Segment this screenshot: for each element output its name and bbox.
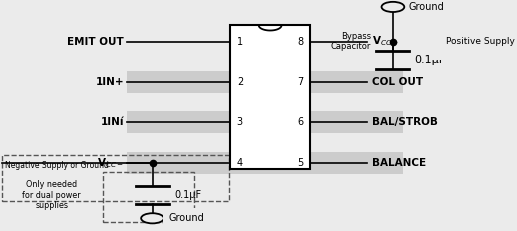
Text: COL OUT: COL OUT — [372, 77, 423, 87]
Text: 1IN+: 1IN+ — [96, 77, 124, 87]
Text: V$_{CC+}$: V$_{CC+}$ — [372, 35, 399, 49]
Circle shape — [382, 2, 404, 12]
Bar — [2, 155, 229, 201]
Text: Ground: Ground — [408, 2, 444, 12]
Text: 1INí: 1INí — [101, 117, 124, 128]
Text: Positive Supply: Positive Supply — [446, 37, 514, 46]
Bar — [230, 25, 310, 169]
Bar — [270, 112, 403, 134]
Text: 2: 2 — [237, 77, 243, 87]
Bar — [127, 112, 270, 134]
Bar — [270, 152, 403, 174]
Bar — [103, 172, 194, 222]
Text: 5: 5 — [297, 158, 303, 168]
Bar — [127, 152, 270, 174]
Text: BALANCE: BALANCE — [372, 158, 427, 168]
Text: 4: 4 — [237, 158, 243, 168]
Text: Only needed
for dual power
supplies: Only needed for dual power supplies — [22, 180, 81, 210]
Text: BAL/STROB: BAL/STROB — [372, 117, 438, 128]
Text: 3: 3 — [237, 117, 243, 128]
Text: 0.1μF: 0.1μF — [174, 190, 201, 200]
Text: 1: 1 — [237, 36, 243, 47]
Text: Bypass
Capacitor: Bypass Capacitor — [331, 32, 371, 51]
Text: 6: 6 — [297, 117, 303, 128]
Bar — [127, 71, 270, 93]
Text: 0.1μF: 0.1μF — [415, 55, 446, 65]
Text: 8: 8 — [297, 36, 303, 47]
Text: Ground: Ground — [168, 213, 204, 223]
Text: Negative Supply or Ground: Negative Supply or Ground — [5, 161, 109, 170]
Text: 7: 7 — [297, 77, 303, 87]
Text: EMIT OUT: EMIT OUT — [67, 36, 124, 47]
Text: V$_{CC-}$: V$_{CC-}$ — [97, 156, 124, 170]
Bar — [270, 71, 403, 93]
Circle shape — [141, 213, 164, 223]
